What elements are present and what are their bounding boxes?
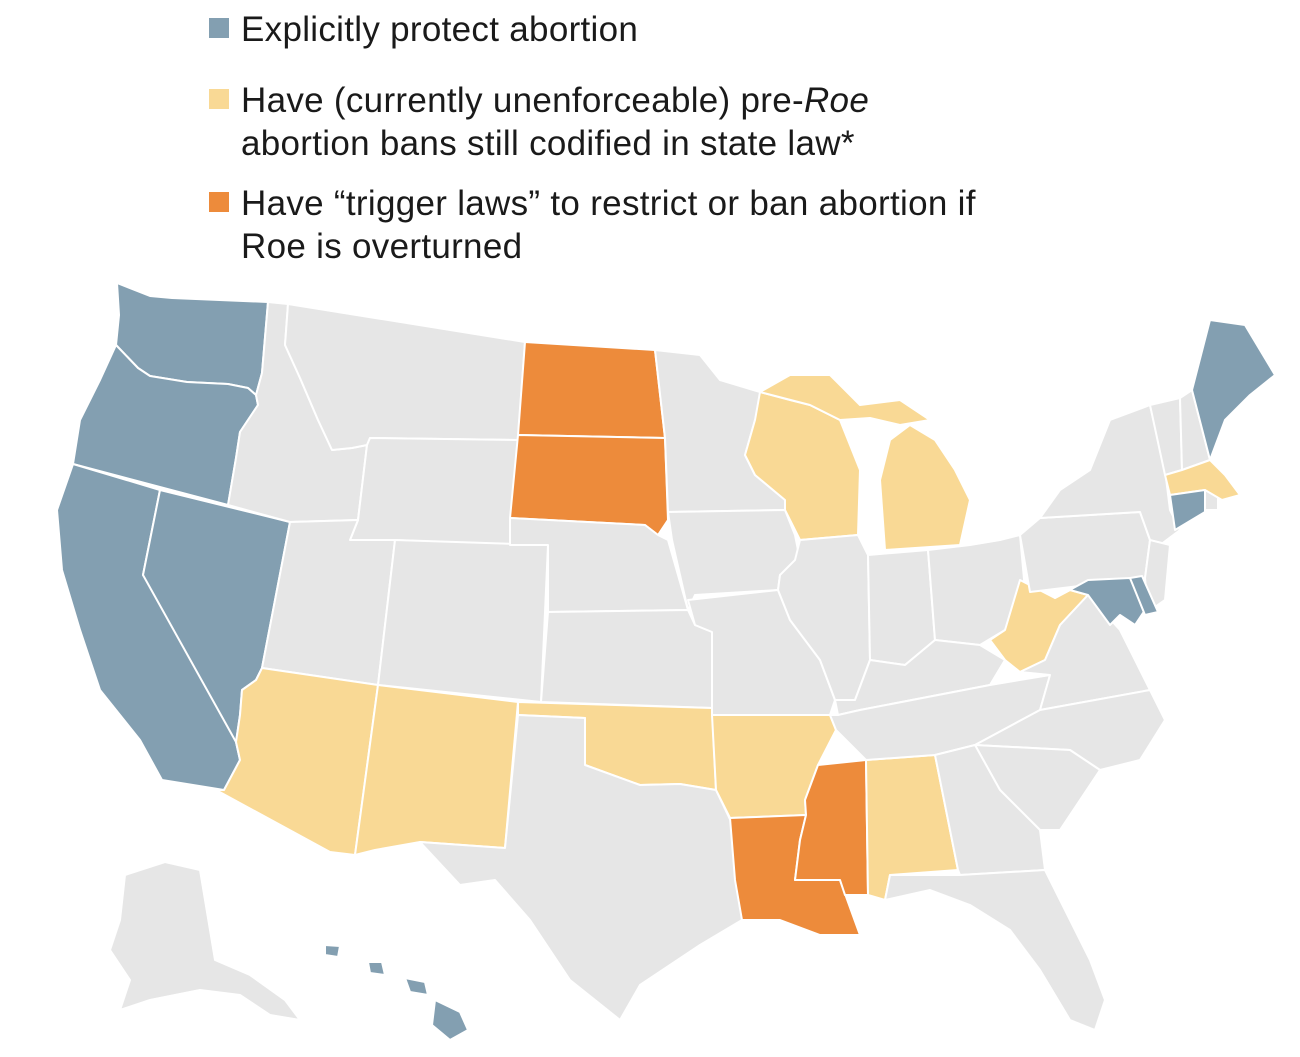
state-colorado	[377, 539, 549, 703]
state-north-dakota	[517, 341, 666, 439]
state-wyoming	[349, 437, 519, 546]
legend-label-protect: Explicitly protect abortion	[241, 10, 639, 49]
legend-swatch-pre-roe	[209, 89, 229, 109]
state-florida	[884, 869, 1106, 1031]
state-hawaii-big	[431, 999, 469, 1041]
state-maryland	[1054, 577, 1146, 626]
legend-label-pre-roe-line1: Have (currently unenforceable) pre-Roe	[241, 81, 870, 120]
state-texas	[419, 714, 743, 1021]
legend-swatch-trigger	[209, 192, 229, 212]
state-michigan-lower	[879, 424, 971, 551]
state-kansas	[540, 609, 713, 709]
legend-label-trigger-line1: Have “trigger laws” to restrict or ban a…	[241, 184, 976, 223]
state-connecticut	[1169, 489, 1206, 531]
legend-item-pre-roe: Have (currently unenforceable) pre-Roe a…	[209, 79, 869, 165]
legend-label-pre-roe-italic: Roe	[803, 81, 870, 120]
state-maine	[1191, 319, 1276, 461]
state-illinois	[777, 534, 871, 701]
state-montana	[284, 303, 526, 451]
legend-item-trigger: Have “trigger laws” to restrict or ban a…	[209, 182, 976, 268]
state-alaska	[109, 861, 301, 1021]
state-georgia	[934, 744, 1046, 876]
state-new-mexico	[354, 684, 519, 856]
state-hawaii-maui	[404, 977, 429, 996]
state-hawaii-oahu	[367, 961, 386, 976]
legend-label-trigger-line2: Roe is overturned	[241, 227, 523, 266]
state-new-jersey	[1144, 539, 1171, 613]
state-delaware	[1129, 575, 1159, 616]
state-new-york	[1039, 404, 1181, 546]
state-michigan-upper	[759, 374, 931, 426]
legend-item-protect: Explicitly protect abortion	[209, 8, 638, 51]
state-hawaii-kauai	[324, 944, 341, 958]
legend-label-pre-roe-line2: abortion bans still codified in state la…	[241, 124, 855, 163]
legend-swatch-protect	[209, 18, 229, 38]
